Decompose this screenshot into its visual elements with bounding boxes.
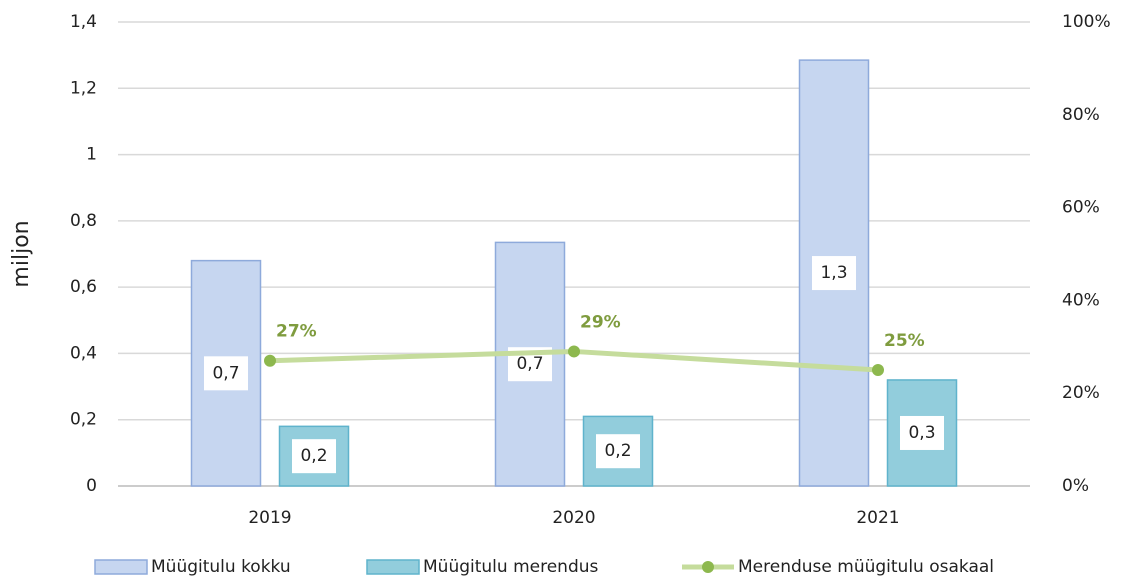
legend-swatch-marker [702,561,714,573]
value-label: 0,2 [300,446,327,466]
value-label-box [292,439,336,474]
line-marker [264,354,276,367]
value-label-box [812,256,856,291]
value-label: 1,3 [820,263,847,283]
legend-label: Müügitulu merendus [423,557,599,577]
y2-tick-label: 60% [1062,198,1100,218]
value-label-box [900,415,944,450]
y-tick-label: 0,2 [70,410,97,430]
line-marker [872,364,884,376]
y-axis-title: miljon [9,220,34,287]
y-tick-label: 0,8 [70,211,97,231]
line-value-label: 25% [884,331,925,351]
value-label: 0,7 [516,354,543,374]
y2-tick-label: 40% [1062,290,1100,310]
legend-label: Merenduse müügitulu osakaal [738,557,994,577]
y-tick-label: 0 [86,476,97,496]
legend-swatch [94,559,148,575]
x-tick-label: 2019 [248,508,291,528]
x-tick-label: 2021 [856,508,899,528]
y-tick-label: 0,4 [70,343,97,363]
y-tick-label: 0,6 [70,277,97,297]
value-label: 0,3 [908,423,935,443]
value-label: 0,7 [212,363,239,383]
line-value-label: 29% [580,312,621,332]
y2-tick-label: 20% [1062,383,1100,403]
y-tick-label: 1 [86,145,97,165]
y-tick-label: 1,4 [70,12,97,32]
value-label-box [204,356,248,391]
x-tick-label: 2020 [552,508,595,528]
y2-tick-label: 80% [1062,105,1100,125]
legend-label: Müügitulu kokku [151,557,291,577]
legend-swatch [366,559,420,575]
y2-tick-label: 0% [1062,476,1089,496]
value-label: 0,2 [604,441,631,461]
line-marker [568,345,580,358]
y2-tick-label: 100% [1062,12,1111,32]
y-tick-label: 1,2 [70,78,97,98]
value-label-box [596,434,640,469]
line-value-label: 27% [276,322,317,342]
